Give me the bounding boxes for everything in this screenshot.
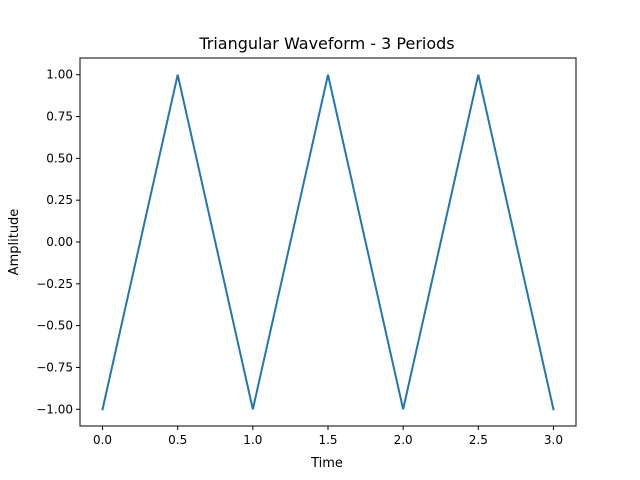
x-tick-label: 2.0 (394, 433, 413, 447)
y-axis-label: Amplitude (7, 209, 22, 276)
y-tick-label: −0.25 (36, 277, 73, 291)
y-tick-label: −0.50 (36, 319, 73, 333)
y-tick-label: −1.00 (36, 402, 73, 416)
series-line-0 (101, 74, 555, 411)
x-tick-label: 1.0 (243, 433, 262, 447)
y-tick-label: 0.00 (46, 235, 73, 249)
y-tick-label: 1.00 (46, 68, 73, 82)
plot-area (79, 57, 577, 427)
x-tick-label: 0.5 (168, 433, 187, 447)
x-tick-label: 2.5 (469, 433, 488, 447)
chart-title: Triangular Waveform - 3 Periods (198, 34, 454, 53)
y-tick-label: 0.50 (46, 151, 73, 165)
x-axis-ticks: 0.0 0.5 1.0 1.5 2.0 2.5 3.0 (93, 426, 563, 447)
plot-frame (79, 57, 577, 427)
x-tick-label: 3.0 (544, 433, 563, 447)
y-tick-label: −0.75 (36, 360, 73, 374)
x-tick-label: 1.5 (318, 433, 337, 447)
y-tick-label: 0.75 (46, 110, 73, 124)
y-tick-label: 0.25 (46, 193, 73, 207)
y-axis-ticks: −1.00 −0.75 −0.50 −0.25 0.00 0.25 0.50 0.75 1.00 (36, 68, 80, 416)
x-axis-label: Time (310, 456, 343, 471)
x-tick-label: 0.0 (93, 433, 112, 447)
